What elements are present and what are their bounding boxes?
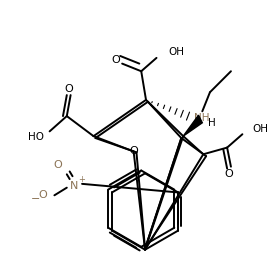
Text: NH: NH: [194, 113, 209, 123]
Text: HO: HO: [28, 132, 44, 142]
Text: O: O: [39, 190, 47, 200]
Text: O: O: [111, 55, 120, 65]
Text: H: H: [208, 118, 216, 128]
Text: O: O: [64, 85, 73, 94]
Text: +: +: [78, 175, 84, 183]
Text: N: N: [70, 181, 79, 191]
Text: OH: OH: [252, 123, 268, 133]
Text: O: O: [225, 169, 233, 179]
Text: O: O: [129, 147, 138, 157]
Text: OH: OH: [168, 47, 184, 57]
Text: −: −: [31, 194, 40, 204]
Polygon shape: [183, 115, 202, 136]
Text: O: O: [53, 160, 62, 170]
